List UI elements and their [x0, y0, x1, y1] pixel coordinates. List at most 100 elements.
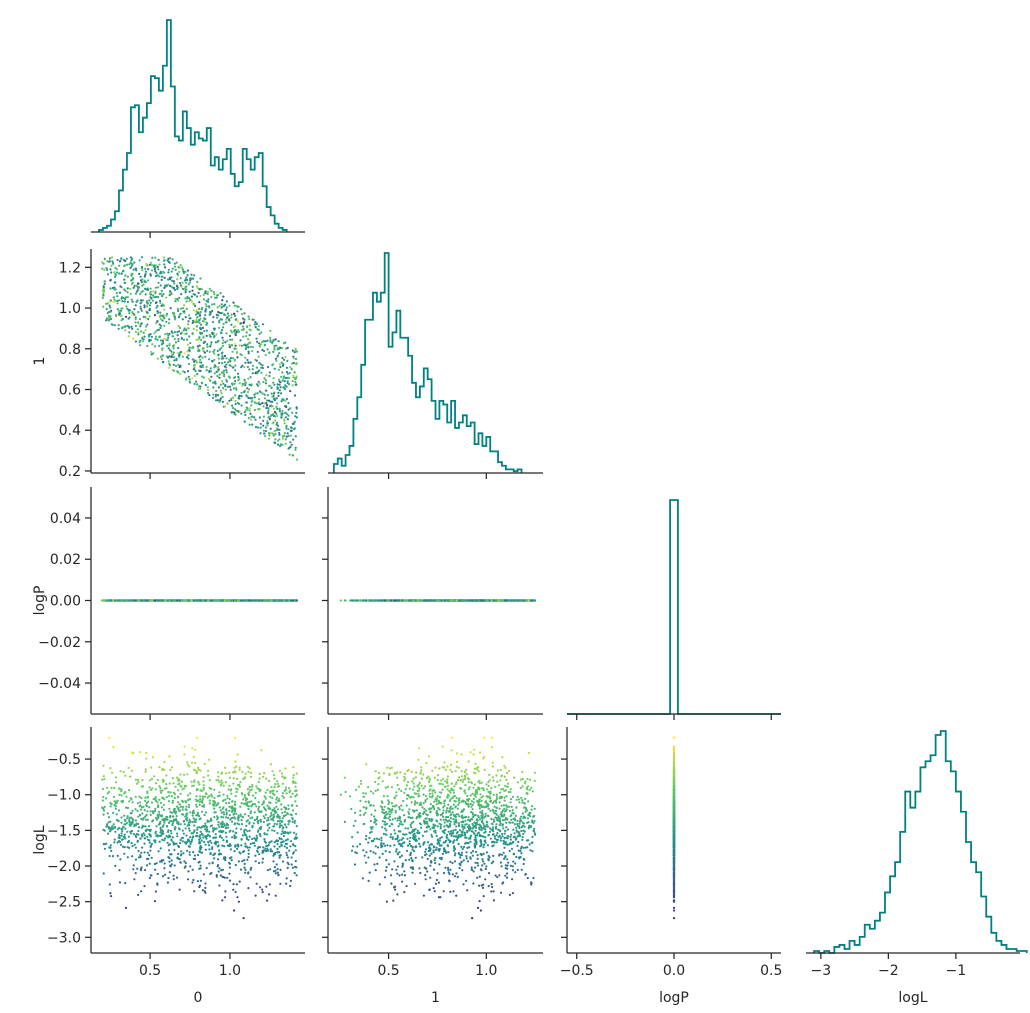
sample-point — [120, 307, 123, 310]
sample-point — [262, 424, 265, 427]
sample-point — [109, 306, 112, 309]
sample-point — [216, 399, 219, 402]
sample-point — [137, 599, 140, 602]
sample-point — [144, 272, 147, 275]
sample-point — [223, 361, 226, 364]
sample-point — [182, 832, 185, 835]
sample-point — [105, 317, 109, 320]
sample-point — [215, 599, 218, 602]
sample-point — [464, 599, 467, 602]
sample-point — [147, 268, 150, 271]
sample-point — [263, 402, 266, 405]
sample-point — [246, 325, 249, 329]
sample-point — [209, 345, 212, 348]
sample-point — [163, 276, 166, 279]
sample-point — [160, 289, 163, 292]
sample-point — [222, 295, 225, 298]
sample-point — [270, 386, 273, 389]
sample-point — [285, 385, 288, 388]
sample-point — [180, 599, 183, 602]
sample-point — [249, 418, 252, 421]
sample-point — [280, 412, 283, 415]
sample-point — [270, 392, 273, 395]
sample-point — [156, 311, 159, 314]
sample-point — [134, 316, 137, 319]
sample-point — [171, 258, 174, 261]
sample-point — [191, 285, 194, 288]
sample-point — [272, 392, 275, 395]
sample-point — [169, 290, 172, 293]
sample-point — [182, 271, 185, 275]
sample-point — [260, 331, 263, 334]
sample-point — [289, 831, 292, 834]
sample-point — [193, 293, 196, 296]
sample-point — [238, 397, 241, 400]
sample-point — [178, 353, 181, 356]
sample-point — [285, 405, 288, 409]
sample-point — [213, 857, 216, 860]
sample-point — [146, 344, 149, 348]
sample-point — [197, 291, 200, 294]
sample-point — [199, 277, 202, 280]
sample-point — [143, 304, 146, 307]
sample-point — [204, 795, 207, 798]
sample-point — [455, 599, 458, 602]
sample-point — [414, 599, 417, 602]
sample-point — [273, 599, 276, 602]
sample-point — [177, 338, 180, 341]
sample-point — [152, 296, 155, 299]
sample-point — [157, 328, 160, 331]
sample-point — [103, 282, 106, 286]
sample-point — [131, 264, 134, 267]
sample-point — [269, 340, 272, 343]
sample-point — [142, 331, 145, 334]
sample-point — [202, 780, 205, 783]
sample-point — [144, 316, 147, 319]
sample-point — [240, 344, 244, 347]
sample-point — [181, 318, 184, 321]
sample-point — [193, 824, 196, 827]
sample-point — [246, 391, 249, 394]
sample-point — [269, 384, 272, 387]
sample-point — [165, 314, 168, 317]
sample-point — [121, 300, 124, 303]
sample-point — [160, 324, 163, 327]
sample-point — [137, 287, 140, 290]
sample-point — [179, 312, 182, 315]
sample-point — [267, 399, 271, 402]
sample-point — [122, 270, 125, 273]
sample-point — [137, 282, 140, 285]
sample-point — [266, 424, 269, 427]
sample-point — [267, 437, 271, 440]
sample-point — [257, 401, 260, 404]
sample-point — [230, 313, 233, 316]
sample-point — [208, 305, 211, 308]
sample-point — [139, 339, 142, 342]
sample-point — [155, 301, 158, 304]
sample-point — [234, 380, 237, 383]
sample-point — [292, 357, 295, 360]
sample-point — [192, 599, 195, 602]
sample-point — [219, 397, 222, 400]
sample-point — [186, 370, 190, 373]
sample-point — [173, 337, 176, 341]
sample-point — [160, 358, 163, 361]
sample-point — [198, 336, 201, 339]
sample-point — [134, 340, 137, 343]
sample-point — [140, 301, 143, 304]
sample-point — [354, 599, 357, 602]
sample-point — [257, 398, 261, 401]
sample-point — [201, 382, 204, 385]
sample-point — [118, 260, 122, 263]
sample-point — [199, 332, 202, 335]
sample-point — [195, 295, 199, 298]
sample-point — [291, 454, 294, 457]
sample-point — [218, 400, 221, 403]
sample-point — [225, 802, 228, 805]
sample-point — [201, 364, 204, 367]
sample-point — [159, 317, 162, 320]
sample-point — [244, 409, 247, 412]
sample-point — [162, 316, 165, 319]
sample-point — [173, 262, 176, 265]
sample-point — [205, 290, 208, 293]
